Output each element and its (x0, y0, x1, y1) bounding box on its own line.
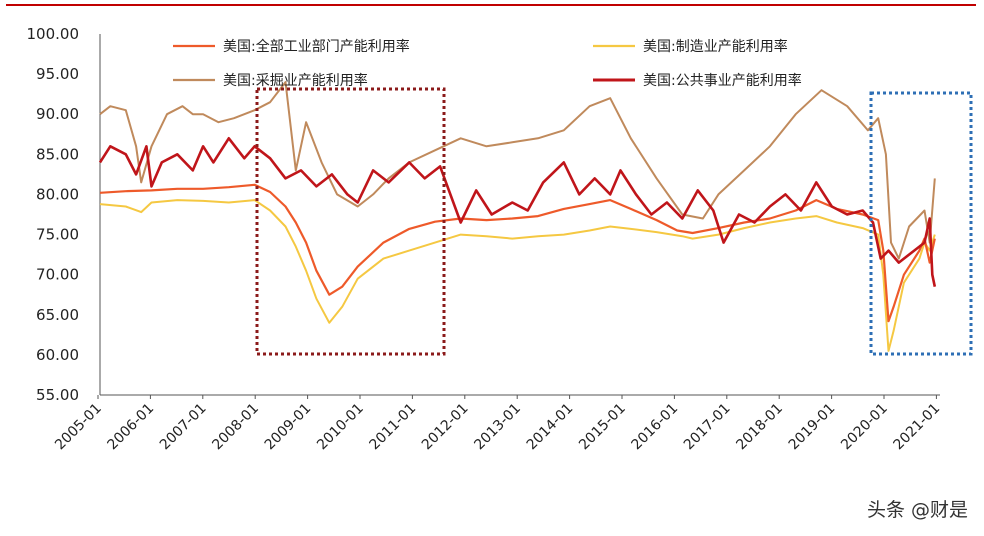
x-tick-label: 2010-01 (314, 401, 367, 454)
series-lines (98, 81, 937, 352)
y-axis-ticks: 55.00 60.00 65.00 70.00 75.00 80.00 85.00 90.00… (27, 25, 80, 404)
legend-label-mining: 美国:采掘业产能利用率 (223, 72, 368, 89)
x-tick-label: 2009-01 (262, 401, 315, 454)
y-tick-label: 85.00 (36, 145, 79, 163)
x-tick-label: 2008-01 (209, 401, 262, 454)
y-tick-label: 90.00 (36, 105, 79, 123)
x-tick-label: 2019-01 (786, 401, 839, 454)
x-tick-label: 2011-01 (367, 401, 420, 454)
highlight-box-2008-2011 (255, 87, 446, 356)
series-line-mining (99, 81, 936, 260)
y-tick-label: 75.00 (36, 226, 79, 244)
y-tick-label: 95.00 (36, 65, 79, 83)
series-line-utilities (98, 137, 937, 287)
series-line-total (99, 183, 936, 323)
x-tick-label: 2016-01 (629, 401, 682, 454)
y-tick-label: 100.00 (27, 25, 80, 43)
x-tick-label: 2005-01 (52, 401, 105, 454)
y-tick-label: 70.00 (36, 266, 79, 284)
top-rule (6, 4, 976, 6)
highlight-box-2020-2021 (869, 91, 973, 356)
series-line-manufacturing (99, 199, 936, 352)
x-tick-label: 2007-01 (157, 401, 210, 454)
legend-label-utilities: 美国:公共事业产能利用率 (643, 72, 802, 89)
y-tick-label: 60.00 (36, 346, 79, 364)
x-tick-label: 2014-01 (524, 401, 577, 454)
x-tick-label: 2006-01 (105, 401, 158, 454)
y-tick-label: 65.00 (36, 306, 79, 324)
x-tick-label: 2012-01 (419, 401, 472, 454)
y-tick-label: 80.00 (36, 185, 79, 203)
x-tick-label: 2015-01 (576, 401, 629, 454)
watermark: 头条 @财是 (866, 499, 968, 521)
x-tick-label: 2013-01 (471, 401, 524, 454)
x-tick-label: 2017-01 (681, 401, 734, 454)
x-tick-label: 2018-01 (733, 401, 786, 454)
x-tick-label: 2021-01 (891, 401, 944, 454)
x-axis-ticks: 2005-01 2006-01 2007-01 2008-01 2009-01 2010-… (52, 395, 943, 453)
legend-label-total: 美国:全部工业部门产能利用率 (223, 38, 410, 55)
x-tick-label: 2020-01 (838, 401, 891, 454)
y-tick-label: 55.00 (36, 386, 79, 404)
legend-label-manufacturing: 美国:制造业产能利用率 (643, 38, 788, 55)
